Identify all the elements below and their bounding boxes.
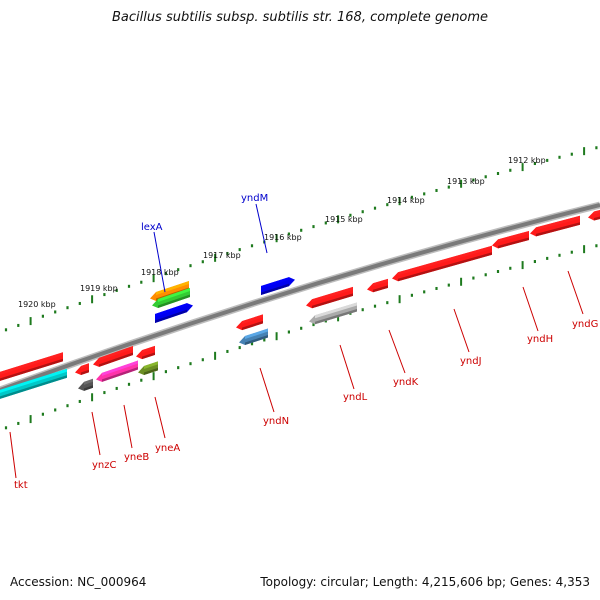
genome-backbone	[0, 201, 600, 394]
yndM-label: yndM	[241, 193, 268, 204]
scale-label: 1912 kbp	[508, 156, 546, 165]
accession-label: Accession: NC_000964	[10, 575, 147, 589]
tkt-leader-line	[9, 431, 17, 479]
unnamed-gene[interactable]	[93, 346, 133, 367]
scale-label: 1913 kbp	[447, 177, 485, 186]
yndJ-gene[interactable]	[392, 245, 492, 282]
yndN-gene[interactable]	[239, 328, 268, 346]
gene-features: tkt ynzC yneB yneA lexA yndN yndM yndL yndK yndJ y…	[0, 193, 600, 491]
yneB-gene[interactable]	[96, 360, 138, 382]
scale-label: 1920 kbp	[18, 300, 56, 309]
ynzC-gene[interactable]	[78, 378, 93, 391]
yneB-label: yneB	[124, 452, 149, 463]
yndH-gene[interactable]	[492, 230, 529, 249]
yndL-label: yndL	[343, 392, 368, 403]
yneA-leader-line	[154, 396, 166, 439]
unnamed-gene[interactable]	[588, 209, 600, 221]
lexA-leader-line	[153, 231, 166, 293]
scale-label: 1917 kbp	[203, 251, 241, 260]
yndJ-leader-line	[453, 308, 470, 353]
ynzC-leader-line	[91, 411, 101, 456]
unnamed-gene[interactable]	[155, 303, 193, 323]
unnamed-gene[interactable]	[306, 286, 353, 309]
yndM-leader-line	[255, 203, 268, 254]
yndK-gene[interactable]	[367, 278, 388, 293]
scale-label: 1916 kbp	[264, 233, 302, 242]
backbone-line	[0, 203, 600, 392]
yndG-leader-line	[567, 270, 584, 315]
yndG-label: yndG	[572, 319, 598, 330]
yndK-label: yndK	[393, 377, 419, 388]
unnamed-gene[interactable]	[236, 314, 263, 331]
yndL-leader-line	[339, 344, 355, 390]
yndN-leader-line	[259, 367, 275, 413]
map-title: Bacillus subtilis subsp. subtilis str. 1…	[111, 10, 489, 25]
lexA-label: lexA	[141, 222, 163, 233]
scale-label: 1918 kbp	[141, 268, 179, 277]
yndG-gene[interactable]	[530, 215, 580, 237]
tkt-label: tkt	[14, 480, 28, 491]
scale-label: 1919 kbp	[80, 284, 118, 293]
scale-labels: 1920 kbp 1919 kbp 1918 kbp 1917 kbp 1916 kbp…	[18, 156, 546, 309]
unnamed-gene[interactable]	[136, 345, 155, 360]
yneA-label: yneA	[155, 443, 180, 454]
yneB-leader-line	[123, 404, 133, 449]
yndL-gene[interactable]	[309, 302, 357, 325]
scale-label: 1915 kbp	[325, 215, 363, 224]
yndH-leader-line	[522, 286, 539, 332]
yneA-gene[interactable]	[138, 361, 158, 376]
ynzC-label: ynzC	[92, 460, 117, 471]
yndK-leader-line	[388, 329, 406, 374]
tkt-gene[interactable]	[0, 352, 63, 382]
yndM-gene[interactable]	[261, 277, 295, 295]
yndN-label: yndN	[263, 416, 289, 427]
unnamed-gene[interactable]	[0, 368, 67, 400]
scale-label: 1914 kbp	[387, 196, 425, 205]
unnamed-gene[interactable]	[75, 363, 89, 375]
unnamed-gene[interactable]	[152, 287, 190, 308]
yndJ-label: yndJ	[460, 356, 482, 367]
inner-scale-ticks	[4, 244, 598, 430]
topology-label: Topology: circular; Length: 4,215,606 bp…	[260, 575, 590, 589]
yndH-label: yndH	[527, 334, 553, 345]
